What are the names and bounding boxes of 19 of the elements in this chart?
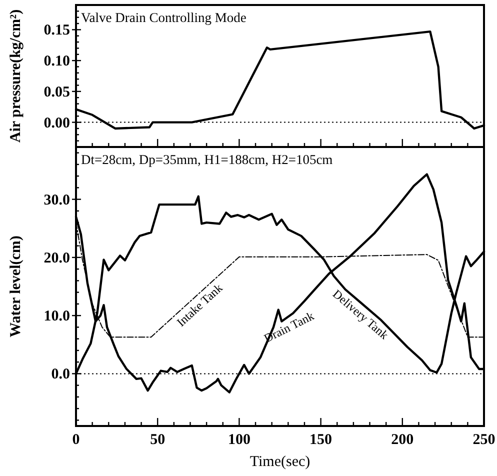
- x-tick-label: 250: [472, 432, 496, 448]
- y-tick-label: 10.0: [44, 308, 70, 325]
- y-axis-title: Water level(cm): [8, 236, 24, 338]
- x-axis-title: Time(sec): [250, 454, 310, 470]
- x-tick-label: 150: [310, 432, 332, 448]
- y-tick-label: 0.05: [44, 84, 70, 100]
- y-axis-title: Air pressure(kg/cm²): [8, 9, 24, 143]
- y-tick-label: 20.0: [44, 250, 70, 266]
- x-tick-label: 200: [391, 432, 414, 448]
- annotation: Dt=28cm, Dp=35mm, H1=188cm, H2=105cm: [81, 152, 334, 167]
- y-tick-label: 0.10: [44, 54, 70, 70]
- y-tick-label: 0.0: [51, 366, 70, 383]
- x-tick-label: 100: [228, 432, 250, 448]
- x-tick-label: 0: [72, 432, 80, 448]
- y-tick-label: 30.0: [44, 192, 70, 208]
- y-tick-label: 0.15: [44, 22, 70, 39]
- y-tick-label: 0.00: [44, 115, 70, 132]
- annotation: Valve Drain Controlling Mode: [81, 10, 246, 25]
- x-tick-label: 50: [150, 432, 166, 448]
